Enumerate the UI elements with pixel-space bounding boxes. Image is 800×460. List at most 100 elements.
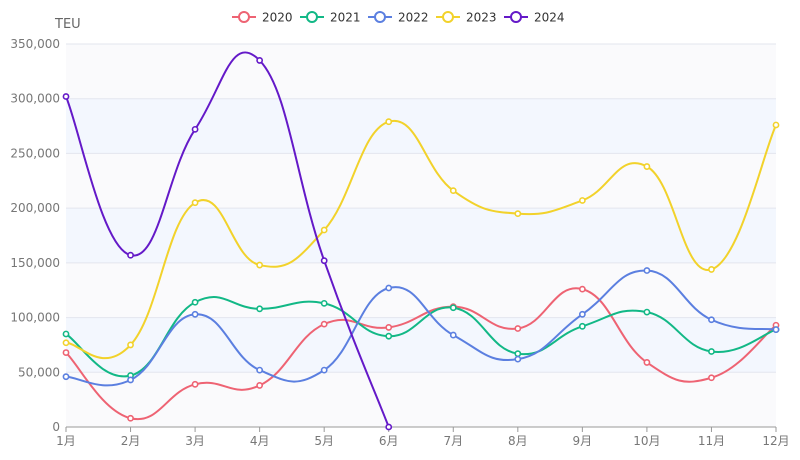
- data-point: [578, 322, 586, 330]
- legend-marker: [374, 11, 386, 23]
- data-point: [256, 366, 264, 374]
- data-point: [385, 423, 393, 431]
- data-point: [643, 308, 651, 316]
- legend-item-2022[interactable]: 2022: [368, 11, 429, 25]
- data-point: [191, 199, 199, 207]
- data-point: [62, 93, 70, 100]
- plot-bands: [66, 44, 776, 427]
- legend-item-2020[interactable]: 2020: [232, 11, 293, 25]
- data-point: [62, 349, 70, 356]
- data-point: [256, 305, 264, 313]
- y-tick-label: 150,000: [10, 256, 60, 270]
- x-tick-label: 11月: [698, 434, 725, 448]
- y-tick-label: 250,000: [10, 146, 60, 160]
- data-point: [191, 125, 199, 133]
- x-tick-label: 4月: [250, 434, 270, 448]
- series-2023: [62, 118, 780, 360]
- data-point: [127, 341, 134, 349]
- data-point: [320, 226, 328, 234]
- data-point: [127, 414, 134, 422]
- plot-band: [66, 153, 776, 209]
- data-point: [514, 350, 522, 358]
- data-point: [62, 330, 70, 338]
- axes: 0 50,000 100,000 150,000 200,000 250,000 300,0…: [10, 37, 789, 448]
- data-point: [708, 374, 715, 382]
- data-point: [514, 355, 522, 363]
- x-tick-label: 12月: [762, 434, 789, 448]
- y-axis-label: TEU: [54, 17, 81, 32]
- legend-marker: [442, 11, 454, 23]
- data-point: [708, 316, 715, 324]
- x-tick-label: 3月: [185, 434, 205, 448]
- legend-item-2021[interactable]: 2021: [300, 11, 361, 25]
- x-tick-label: 7月: [443, 434, 463, 448]
- plot-band: [66, 317, 776, 373]
- series-2024: [62, 51, 393, 431]
- x-tick-label: 2月: [121, 434, 141, 448]
- data-point: [514, 210, 522, 218]
- data-point: [385, 284, 393, 292]
- data-point: [62, 373, 70, 381]
- y-tick-label: 350,000: [10, 37, 60, 51]
- plot-band: [66, 262, 776, 318]
- legend-marker: [510, 11, 522, 23]
- x-tick-label: 9月: [573, 434, 593, 448]
- data-point: [191, 310, 199, 318]
- series-line: [65, 119, 777, 360]
- data-point: [127, 376, 134, 384]
- data-point: [772, 121, 780, 129]
- y-tick-label: 100,000: [10, 311, 60, 325]
- legend-item-2024[interactable]: 2024: [504, 11, 565, 25]
- data-point: [191, 298, 199, 306]
- y-tick-label: 200,000: [10, 201, 60, 215]
- series-group: [62, 51, 780, 431]
- legend[interactable]: 2020 2021 2022 2023 2024: [232, 11, 565, 25]
- legend-label: 2024: [534, 11, 565, 25]
- data-point: [385, 332, 393, 340]
- legend-label: 2022: [398, 11, 429, 25]
- data-point: [449, 187, 457, 195]
- data-point: [514, 325, 522, 332]
- data-point: [256, 382, 264, 389]
- legend-label: 2021: [330, 11, 361, 25]
- data-point: [643, 163, 651, 170]
- data-point: [708, 266, 715, 273]
- legend-label: 2020: [262, 11, 293, 25]
- plot-band: [66, 44, 776, 99]
- data-point: [320, 257, 328, 265]
- series-2022: [62, 267, 780, 387]
- data-point: [320, 299, 328, 307]
- data-point: [62, 339, 70, 347]
- data-point: [578, 285, 586, 293]
- y-tick-label: 0: [52, 420, 60, 434]
- series-2020: [62, 285, 780, 422]
- data-point: [449, 304, 457, 312]
- data-point: [191, 380, 199, 388]
- legend-label: 2023: [466, 11, 497, 25]
- data-point: [643, 267, 651, 274]
- legend-marker: [238, 11, 250, 23]
- data-point: [643, 359, 651, 366]
- y-tick-label: 50,000: [18, 365, 60, 379]
- data-point: [772, 326, 780, 334]
- data-point: [256, 261, 264, 269]
- x-tick-label: 8月: [508, 434, 528, 448]
- y-tick-label: 300,000: [10, 92, 60, 106]
- legend-marker: [306, 11, 318, 23]
- data-point: [320, 366, 328, 374]
- series-line: [65, 51, 390, 428]
- x-tick-label: 10月: [633, 434, 660, 448]
- data-point: [578, 197, 586, 204]
- series-2021: [62, 296, 780, 379]
- data-point: [385, 118, 393, 126]
- data-point: [385, 324, 393, 331]
- x-tick-label: 5月: [314, 434, 334, 448]
- data-point: [708, 348, 715, 355]
- legend-item-2023[interactable]: 2023: [436, 11, 497, 25]
- plot-band: [66, 372, 776, 427]
- x-tick-label: 6月: [379, 434, 399, 448]
- data-point: [127, 251, 134, 259]
- x-tick-label: 1月: [56, 434, 76, 448]
